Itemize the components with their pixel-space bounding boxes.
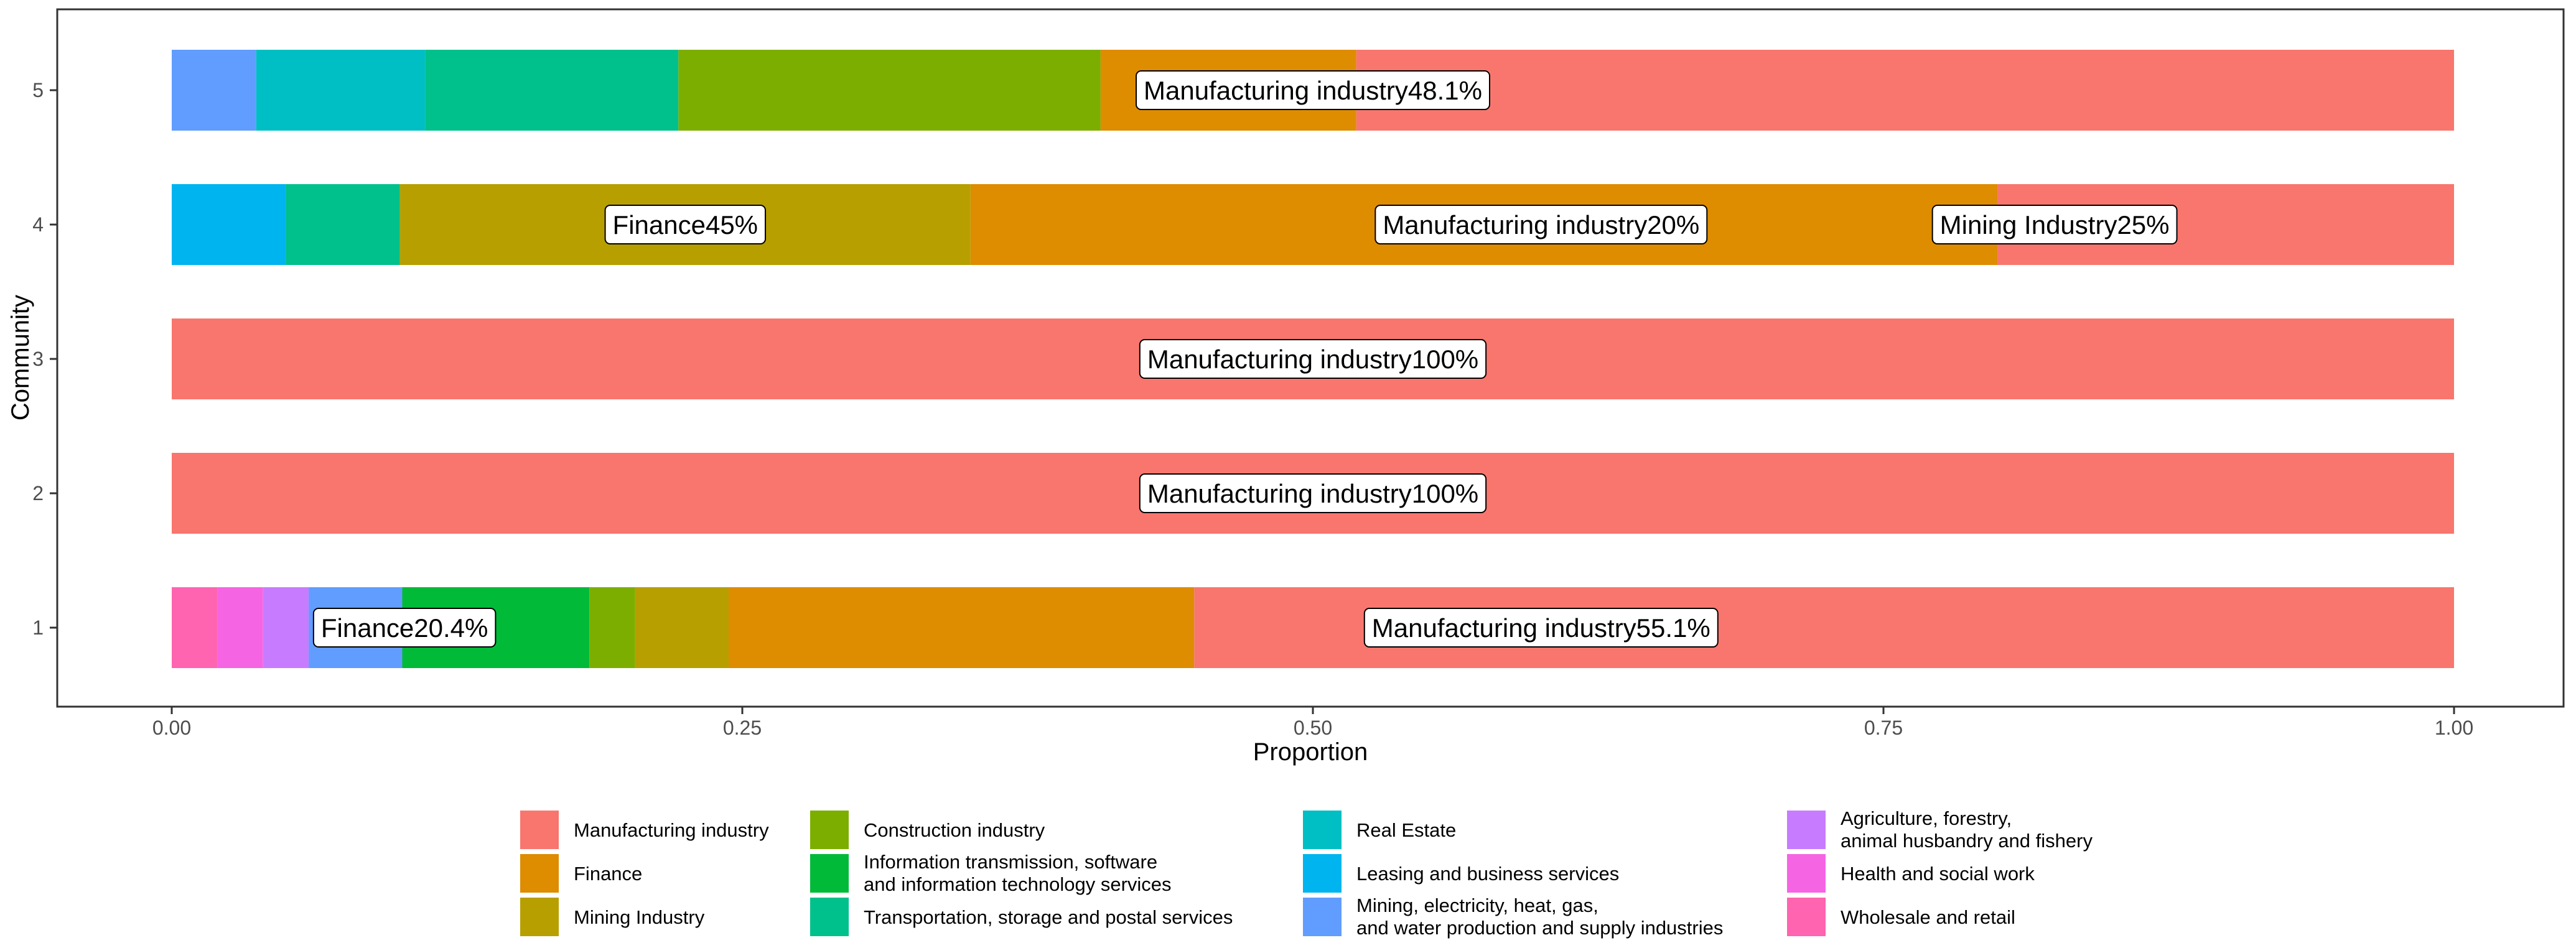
legend-key	[1787, 898, 1826, 936]
legend-label: animal husbandry and fishery	[1841, 830, 2093, 852]
y-tick-label: 3	[32, 348, 44, 370]
y-tick-label: 4	[32, 213, 44, 236]
legend-label: Finance	[574, 863, 642, 885]
legend-label: Transportation, storage and postal servi…	[864, 906, 1233, 928]
bar-segment	[1356, 50, 2454, 131]
data-label-box	[1374, 205, 1708, 244]
data-label-text: Mining Industry25%	[1940, 210, 2170, 239]
legend-key	[810, 854, 849, 893]
legend-item: Transportation, storage and postal servi…	[810, 898, 1233, 936]
legend-label: Information transmission, software	[864, 851, 1157, 873]
legend-label: Construction industry	[864, 819, 1045, 841]
legend-label: Mining, electricity, heat, gas,	[1356, 895, 1598, 916]
data-label-box	[1139, 339, 1487, 379]
legend-label: Real Estate	[1356, 819, 1456, 841]
data-label: Manufacturing industry55.1%	[1363, 608, 1719, 648]
bar-segment	[425, 50, 679, 131]
bar-segment	[728, 587, 1195, 668]
data-label-text: Manufacturing industry48.1%	[1144, 76, 1482, 105]
legend-key	[1787, 811, 1826, 849]
legend-label: and water production and supply industri…	[1356, 917, 1723, 939]
legend-key	[1303, 811, 1342, 849]
bar-segment	[172, 50, 256, 131]
bar-segment	[635, 587, 729, 668]
legend-key	[520, 811, 559, 849]
bar-segment	[263, 587, 309, 668]
bar-segment	[678, 50, 1101, 131]
bar-segment	[286, 184, 400, 265]
data-label-box	[1139, 473, 1487, 513]
legend-key	[1303, 854, 1342, 893]
x-tick-label: 0.75	[1864, 717, 1903, 739]
y-tick-label: 5	[32, 79, 44, 101]
data-label: Manufacturing industry20%	[1374, 205, 1708, 244]
data-label-text: Finance45%	[613, 210, 758, 239]
y-axis-title: Community	[7, 295, 34, 421]
data-label: Manufacturing industry48.1%	[1136, 70, 1490, 110]
data-label-text: Manufacturing industry100%	[1147, 345, 1478, 374]
data-label: Mining Industry25%	[1931, 205, 2178, 244]
legend-item: Manufacturing industry	[520, 811, 769, 849]
legend-key	[810, 898, 849, 936]
legend-label: Agriculture, forestry,	[1841, 807, 2012, 829]
legend-item: Wholesale and retail	[1787, 898, 2015, 936]
legend-label: Wholesale and retail	[1841, 906, 2015, 928]
legend-item: Mining, electricity, heat, gas,and water…	[1303, 895, 1723, 939]
data-label-text: Finance20.4%	[321, 613, 488, 643]
legend-key	[810, 811, 849, 849]
bar-segment	[172, 184, 286, 265]
legend-item: Real Estate	[1303, 811, 1456, 849]
data-label-box	[604, 205, 767, 244]
x-tick-label: 0.00	[152, 717, 191, 739]
data-label-text: Manufacturing industry100%	[1147, 479, 1478, 508]
data-label-box	[1931, 205, 2178, 244]
bar-segment	[217, 587, 263, 668]
annotations-layer: Manufacturing industry48.1% Finance45% Man…	[312, 70, 2178, 648]
legend-key	[1303, 898, 1342, 936]
x-tick-label: 1.00	[2435, 717, 2473, 739]
y-tick-label: 2	[32, 482, 44, 504]
legend-label: Manufacturing industry	[574, 819, 769, 841]
legend: Manufacturing industry Finance Mining Indu…	[520, 807, 2093, 939]
legend-item: Construction industry	[810, 811, 1045, 849]
bar-segment	[589, 587, 635, 668]
legend-key	[1787, 854, 1826, 893]
legend-key	[520, 854, 559, 893]
legend-item: Health and social work	[1787, 854, 2035, 893]
legend-key	[520, 898, 559, 936]
data-label-box	[1363, 608, 1719, 648]
axes-layer: 0.00 0.25 0.50 0.75 1.00 1 2 3 4 5	[32, 79, 2473, 739]
data-label: Manufacturing industry100%	[1139, 473, 1487, 513]
legend-label: Mining Industry	[574, 906, 705, 928]
legend-item: Leasing and business services	[1303, 854, 1619, 893]
legend-label: and information technology services	[864, 873, 1172, 895]
data-label: Manufacturing industry100%	[1139, 339, 1487, 379]
x-axis-title: Proportion	[1253, 738, 1368, 766]
bar-segment	[172, 587, 218, 668]
legend-item: Mining Industry	[520, 898, 705, 936]
data-label-box	[1136, 70, 1490, 110]
legend-item: Agriculture, forestry,animal husbandry a…	[1787, 807, 2093, 852]
data-label-text: Manufacturing industry20%	[1383, 210, 1699, 239]
legend-item: Finance	[520, 854, 642, 893]
x-tick-label: 0.50	[1294, 717, 1332, 739]
legend-label: Health and social work	[1841, 863, 2035, 885]
data-label: Finance20.4%	[312, 608, 497, 648]
bar-segment	[256, 50, 426, 131]
y-tick-label: 1	[32, 616, 44, 639]
legend-label: Leasing and business services	[1356, 863, 1619, 885]
data-label: Finance45%	[604, 205, 767, 244]
data-label-box	[312, 608, 497, 648]
x-tick-label: 0.25	[723, 717, 762, 739]
data-label-text: Manufacturing industry55.1%	[1372, 613, 1710, 643]
